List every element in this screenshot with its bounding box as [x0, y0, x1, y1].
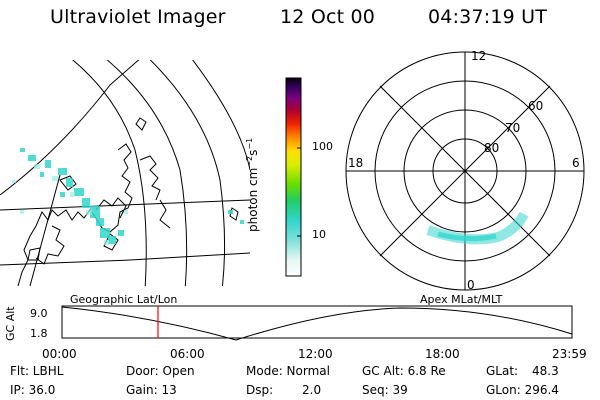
- colorbar: 100 10: [262, 76, 333, 282]
- header-bar: Ultraviolet Imager 12 Oct 00 04:37:19 UT: [0, 0, 600, 40]
- colorbar-tick-100: 100: [312, 140, 333, 153]
- gain-info: Gain: 13: [126, 383, 177, 397]
- polar-plot: 12 18 6 0 60 70 80: [345, 49, 585, 292]
- lat-label-60: 60: [528, 99, 543, 113]
- latitude-arc: [71, 60, 147, 286]
- colorbar-unit-label: photon cm−2s−1: [245, 138, 260, 232]
- unit-text-s: s: [246, 149, 260, 156]
- gc-alt-info: GC Alt: 6.8 Re: [362, 364, 446, 378]
- observation-date: 12 Oct 00: [280, 6, 376, 28]
- longitude-line: [29, 174, 61, 286]
- observation-time: 04:37:19 UT: [428, 6, 548, 28]
- aurora-oval-core: [437, 231, 497, 242]
- lat-label-80: 80: [484, 141, 499, 155]
- x-tick-0000: 00:00: [42, 347, 77, 361]
- mode-info: Mode: Normal: [246, 364, 330, 378]
- ip-info: IP: 36.0: [10, 383, 56, 397]
- coastline: [135, 117, 147, 131]
- mlt-label-12: 12: [471, 49, 486, 63]
- latitude-arc: [192, 60, 250, 171]
- unit-text: photon cm: [246, 167, 260, 232]
- x-tick-1200: 12:00: [298, 347, 333, 361]
- mlt-label-18: 18: [348, 156, 363, 170]
- geographic-map: [0, 60, 250, 286]
- mlt-label-0: 0: [467, 278, 475, 292]
- coastline: [59, 175, 77, 191]
- glat-label: GLat:: [486, 364, 519, 378]
- coastline: [27, 247, 41, 261]
- dsp-label: Dsp:: [246, 383, 274, 397]
- y-tick-1-8: 1.8: [30, 327, 48, 340]
- dsp-value: 2.0: [302, 383, 322, 397]
- apex-label: Apex MLat/MLT: [420, 293, 503, 306]
- unit-exp-1: −2: [245, 155, 254, 168]
- coastline: [95, 197, 127, 219]
- x-tick-0600: 06:00: [170, 347, 205, 361]
- coastline: [35, 225, 65, 265]
- y-tick-9: 9.0: [30, 307, 48, 320]
- filter-info: Flt: LBHL: [10, 364, 64, 378]
- x-tick-2359: 23:59: [552, 347, 587, 361]
- lat-label-70: 70: [505, 121, 520, 135]
- longitude-line: [0, 60, 140, 196]
- seq-info: Seq: 39: [362, 383, 408, 397]
- altitude-curve: [61, 306, 573, 341]
- geographic-label: Geographic Lat/Lon: [70, 293, 178, 306]
- glon-info: GLon: 296.4: [486, 383, 559, 397]
- instrument-title: Ultraviolet Imager: [50, 6, 226, 28]
- colorbar-gradient: [285, 77, 302, 277]
- coastline: [159, 199, 171, 229]
- mlt-label-6: 6: [572, 156, 580, 170]
- unit-exp-2: −1: [245, 137, 254, 150]
- x-tick-1800: 18:00: [425, 347, 460, 361]
- glat-value: 48.3: [532, 364, 559, 378]
- altitude-strip: [61, 305, 573, 341]
- coastline: [139, 155, 161, 201]
- latitude-arc: [106, 60, 188, 286]
- polar-diagonal: [379, 85, 551, 257]
- colorbar-tick-10: 10: [312, 228, 326, 241]
- latitude-arc: [149, 60, 226, 286]
- door-info: Door: Open: [126, 364, 195, 378]
